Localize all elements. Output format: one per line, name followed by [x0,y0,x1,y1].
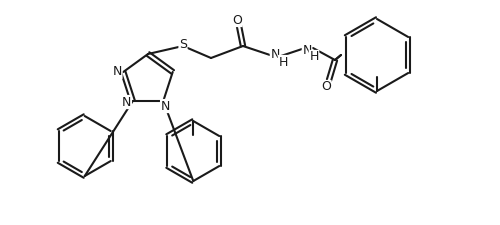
Text: O: O [321,81,331,94]
Text: O: O [232,14,242,27]
Text: N: N [122,96,132,108]
Text: N: N [302,43,312,56]
Text: N: N [112,65,122,79]
Text: H: H [310,50,318,63]
Text: N: N [270,49,280,61]
Text: N: N [160,99,170,112]
Text: H: H [278,56,287,68]
Text: S: S [179,38,187,50]
